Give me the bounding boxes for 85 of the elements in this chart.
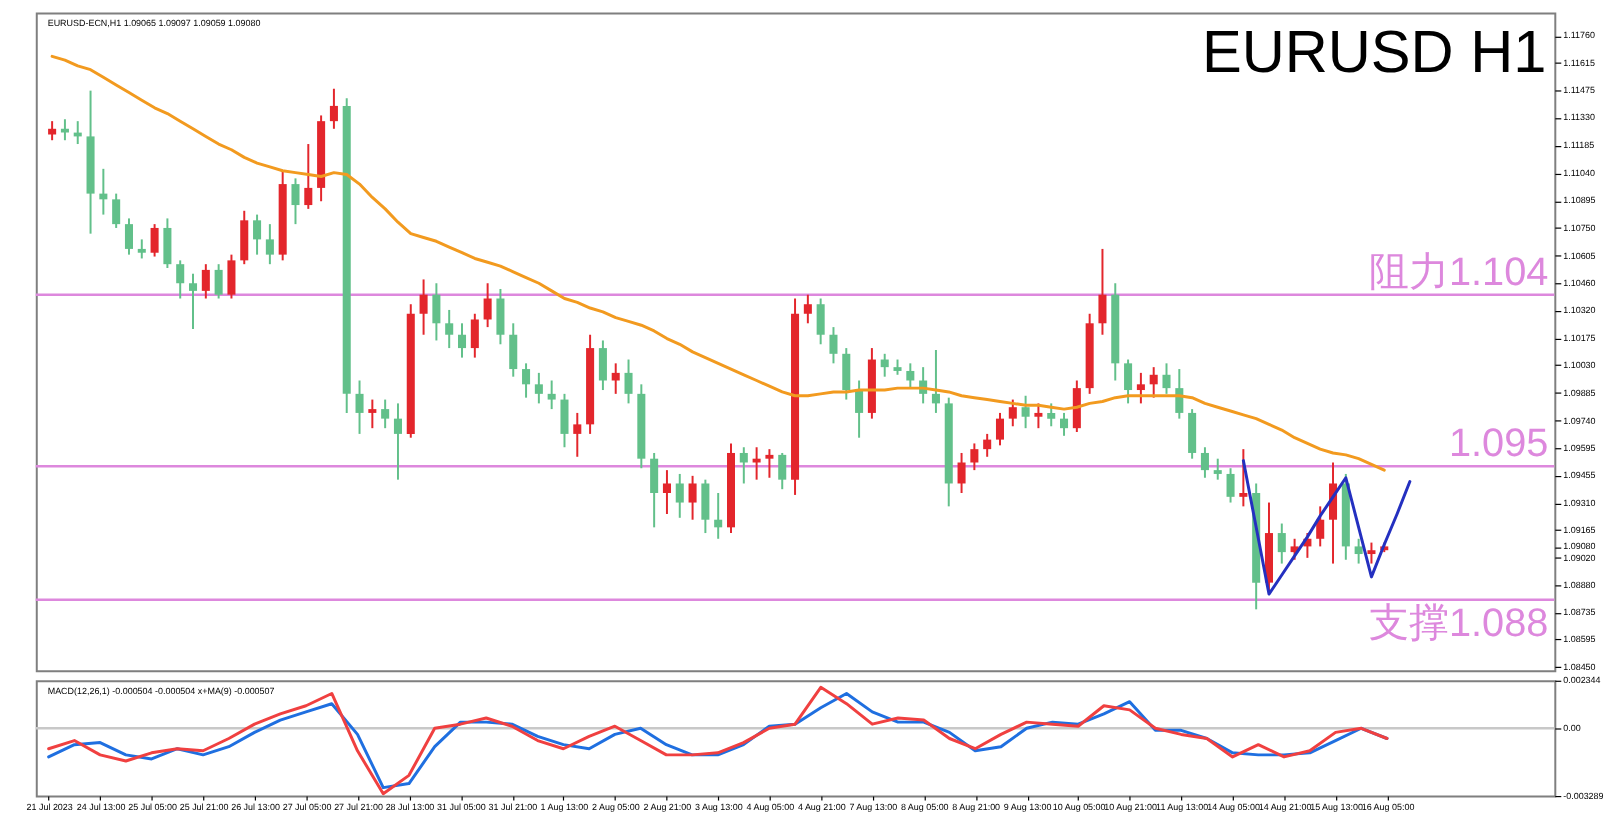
candlestick — [1239, 448, 1248, 508]
candlestick — [483, 282, 492, 329]
candlestick — [445, 308, 454, 350]
candlestick — [970, 442, 979, 472]
candlestick — [1060, 411, 1069, 437]
candlestick — [1367, 541, 1376, 565]
ref-line-label: 1.095 — [1448, 422, 1549, 467]
candlestick — [662, 469, 671, 515]
candlestick — [598, 339, 607, 392]
candlestick — [60, 118, 69, 142]
candlestick — [253, 213, 262, 256]
candlestick — [931, 348, 940, 414]
candlestick — [983, 432, 992, 458]
candlestick — [150, 223, 159, 258]
candlestick — [227, 253, 236, 300]
candlestick — [765, 448, 774, 479]
candlestick — [368, 398, 377, 430]
line-series — [1241, 459, 1412, 596]
candlestick — [714, 492, 723, 540]
candlestick — [1136, 371, 1145, 405]
candlestick — [1354, 537, 1363, 565]
candlestick — [739, 446, 748, 485]
candlestick — [1008, 398, 1017, 428]
candlestick — [48, 120, 57, 142]
candlestick — [470, 312, 479, 359]
candlestick — [1316, 505, 1325, 548]
candlestick — [855, 379, 864, 439]
candlestick — [752, 446, 761, 481]
candlestick — [355, 379, 364, 435]
candlestick — [304, 143, 313, 210]
candlestick — [1021, 394, 1030, 430]
ref-line-label: 阻力1.104 — [1368, 250, 1549, 295]
candlestick — [778, 451, 787, 491]
candlestick — [701, 478, 710, 535]
candlestick — [112, 192, 121, 229]
candlestick — [176, 259, 185, 300]
candlestick — [1188, 408, 1197, 460]
candlestick — [675, 472, 684, 519]
candlestick — [995, 411, 1005, 447]
candlestick — [880, 352, 889, 378]
candlestick — [1162, 362, 1171, 395]
candlestick — [816, 297, 825, 346]
ref-line-label: 支撑1.088 — [1368, 601, 1549, 646]
candlestick — [842, 347, 851, 401]
candlestick — [611, 362, 620, 395]
candlestick — [1149, 366, 1158, 399]
candlestick — [214, 263, 223, 300]
candlestick — [1034, 402, 1043, 430]
candlestick — [1226, 467, 1235, 504]
candlestick — [419, 278, 428, 336]
candlestick — [803, 293, 812, 325]
candlestick — [189, 272, 198, 331]
candlestick — [1072, 379, 1081, 433]
candlestick — [650, 451, 659, 529]
candlestick — [265, 223, 274, 266]
candlestick — [534, 371, 543, 405]
candlestick — [496, 287, 505, 346]
candlestick — [1200, 446, 1209, 479]
candlestick — [163, 217, 172, 269]
candlestick — [829, 326, 838, 365]
candlestick — [624, 358, 633, 405]
chart-title: EURUSD H1 — [1201, 20, 1547, 87]
candlestick — [688, 474, 697, 521]
candlestick — [432, 282, 441, 342]
candlestick — [547, 379, 556, 411]
candlestick — [522, 362, 531, 399]
candlestick — [1277, 522, 1286, 565]
candlestick — [560, 392, 569, 449]
candlestick — [240, 209, 249, 266]
candlestick — [393, 402, 402, 481]
candlestick — [957, 451, 966, 495]
candlestick — [201, 263, 210, 300]
candlestick — [1213, 457, 1222, 481]
candlestick — [291, 177, 300, 226]
candlestick — [509, 322, 518, 378]
candlestick — [1098, 247, 1107, 336]
candlestick — [573, 411, 582, 458]
candlestick — [329, 87, 338, 130]
candlestick — [381, 398, 390, 430]
candlestick — [1047, 402, 1056, 428]
candlestick — [906, 362, 915, 390]
candlestick — [457, 322, 467, 359]
candlestick — [1124, 358, 1133, 405]
candlestick — [137, 238, 146, 260]
candlestick — [124, 217, 133, 256]
